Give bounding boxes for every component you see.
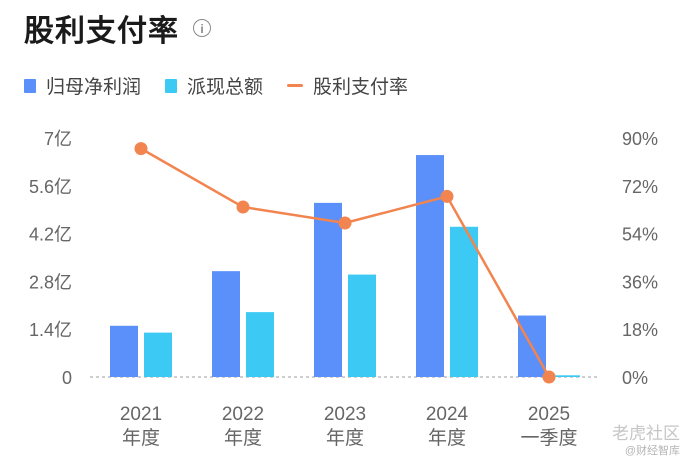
payout-line <box>140 147 551 378</box>
y-right-tick-label: 36% <box>622 272 658 292</box>
payout-point <box>134 142 148 156</box>
y-left-tick-label: 7亿 <box>44 129 72 149</box>
payout-point <box>236 200 250 214</box>
x-tick-label: 2025 <box>528 404 570 425</box>
bar-dividend <box>348 274 376 377</box>
legend-item-net-profit[interactable]: 归母净利润 <box>24 72 141 99</box>
bar-net-profit <box>416 155 444 377</box>
legend-label-payout: 股利支付率 <box>313 77 409 98</box>
bar-net-profit <box>212 271 240 377</box>
chart-header: 股利支付率 i <box>24 6 211 50</box>
legend-swatch-dividend <box>165 78 178 93</box>
y-right-tick-label: 90% <box>622 129 658 149</box>
bar-dividend <box>552 375 580 377</box>
payout-point <box>440 189 454 203</box>
bar-dividend <box>144 332 172 377</box>
chart-legend: 归母净利润 派现总额 股利支付率 <box>24 72 432 99</box>
x-tick-label: 年度 <box>224 427 262 449</box>
bar-net-profit <box>110 325 138 377</box>
y-right-tick-label: 0% <box>622 368 648 388</box>
legend-label-net-profit: 归母净利润 <box>46 77 142 98</box>
y-left-tick-label: 2.8亿 <box>29 272 72 292</box>
bar-dividend <box>450 226 478 377</box>
payout-point <box>542 370 556 384</box>
x-tick-label: 2022 <box>222 404 264 425</box>
legend-item-dividend[interactable]: 派现总额 <box>165 72 263 99</box>
x-tick-label: 2023 <box>324 404 366 425</box>
legend-swatch-net-profit <box>24 78 36 93</box>
legend-label-dividend: 派现总额 <box>187 77 264 98</box>
x-tick-label: 一季度 <box>520 427 577 449</box>
bar-dividend <box>246 312 274 377</box>
y-left-tick-label: 5.6亿 <box>29 177 72 197</box>
x-tick-label: 年度 <box>326 427 364 449</box>
info-icon[interactable]: i <box>193 19 211 37</box>
payout-point <box>338 216 352 230</box>
watermark: 老虎社区 @财经智库 <box>612 424 680 458</box>
legend-item-payout[interactable]: 股利支付率 <box>287 72 408 99</box>
y-left-tick-label: 0 <box>62 368 72 388</box>
y-right-tick-label: 54% <box>622 225 658 245</box>
watermark-handle: @财经智库 <box>624 444 680 457</box>
y-right-tick-label: 72% <box>622 177 658 197</box>
watermark-brand: 老虎社区 <box>612 424 680 444</box>
legend-swatch-payout <box>287 84 304 87</box>
y-left-tick-label: 4.2亿 <box>29 225 72 245</box>
x-tick-label: 2024 <box>426 404 469 425</box>
x-tick-label: 2021 <box>120 404 162 425</box>
x-tick-label: 年度 <box>428 427 466 449</box>
bar-net-profit <box>314 202 342 377</box>
chart-title: 股利支付率 <box>24 15 179 48</box>
x-tick-label: 年度 <box>122 427 160 449</box>
y-right-tick-label: 18% <box>622 320 658 340</box>
y-left-tick-label: 1.4亿 <box>29 320 72 340</box>
